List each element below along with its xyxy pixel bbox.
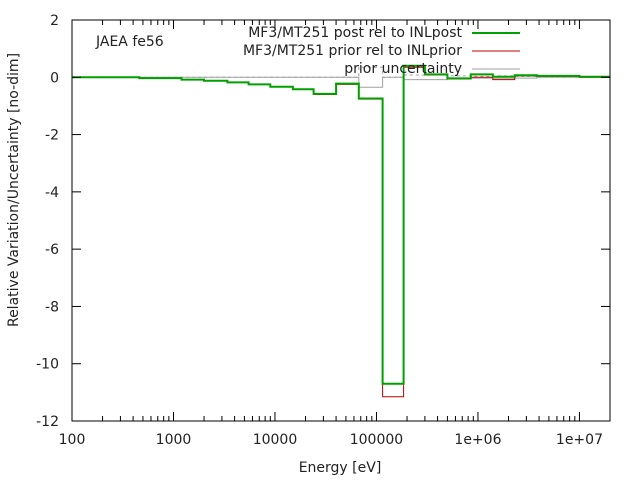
legend: MF3/MT251 post rel to INLpost MF3/MT251 … xyxy=(243,25,520,77)
y-axis-label: Relative Variation/Uncertainty [no-dim] xyxy=(6,53,22,327)
plot-lines xyxy=(72,64,610,398)
x-axis-label: Energy [eV] xyxy=(299,460,382,476)
legend-label-prior: MF3/MT251 prior rel to INLprior xyxy=(243,43,462,59)
plot-frame xyxy=(71,19,611,422)
x-tick-label: 100000 xyxy=(350,432,403,448)
y-tick-label: -2 xyxy=(45,128,59,144)
axis-ticks: 100 1000 10000 100000 1e+06 1e+07 2 0 -2 -4 -6 -8 -1… xyxy=(36,13,610,448)
y-tick-label: -12 xyxy=(36,414,59,430)
legend-label-post: MF3/MT251 post rel to INLpost xyxy=(248,25,462,41)
y-tick-label: 0 xyxy=(50,70,59,86)
chart-annotation: JAEA fe56 xyxy=(95,34,164,50)
y-tick-label: 2 xyxy=(50,13,59,29)
x-tick-label: 100 xyxy=(59,432,86,448)
series-post xyxy=(72,64,610,385)
x-tick-label: 1e+06 xyxy=(454,432,501,448)
y-tick-label: -10 xyxy=(36,357,59,373)
y-tick-label: -4 xyxy=(45,185,59,201)
legend-label-uncertainty: prior uncertainty xyxy=(344,61,462,77)
y-tick-label: -6 xyxy=(45,242,59,258)
x-tick-label: 1000 xyxy=(156,432,192,448)
y-tick-label: -8 xyxy=(45,299,59,315)
x-tick-label: 10000 xyxy=(253,432,298,448)
x-tick-label: 1e+07 xyxy=(556,432,603,448)
